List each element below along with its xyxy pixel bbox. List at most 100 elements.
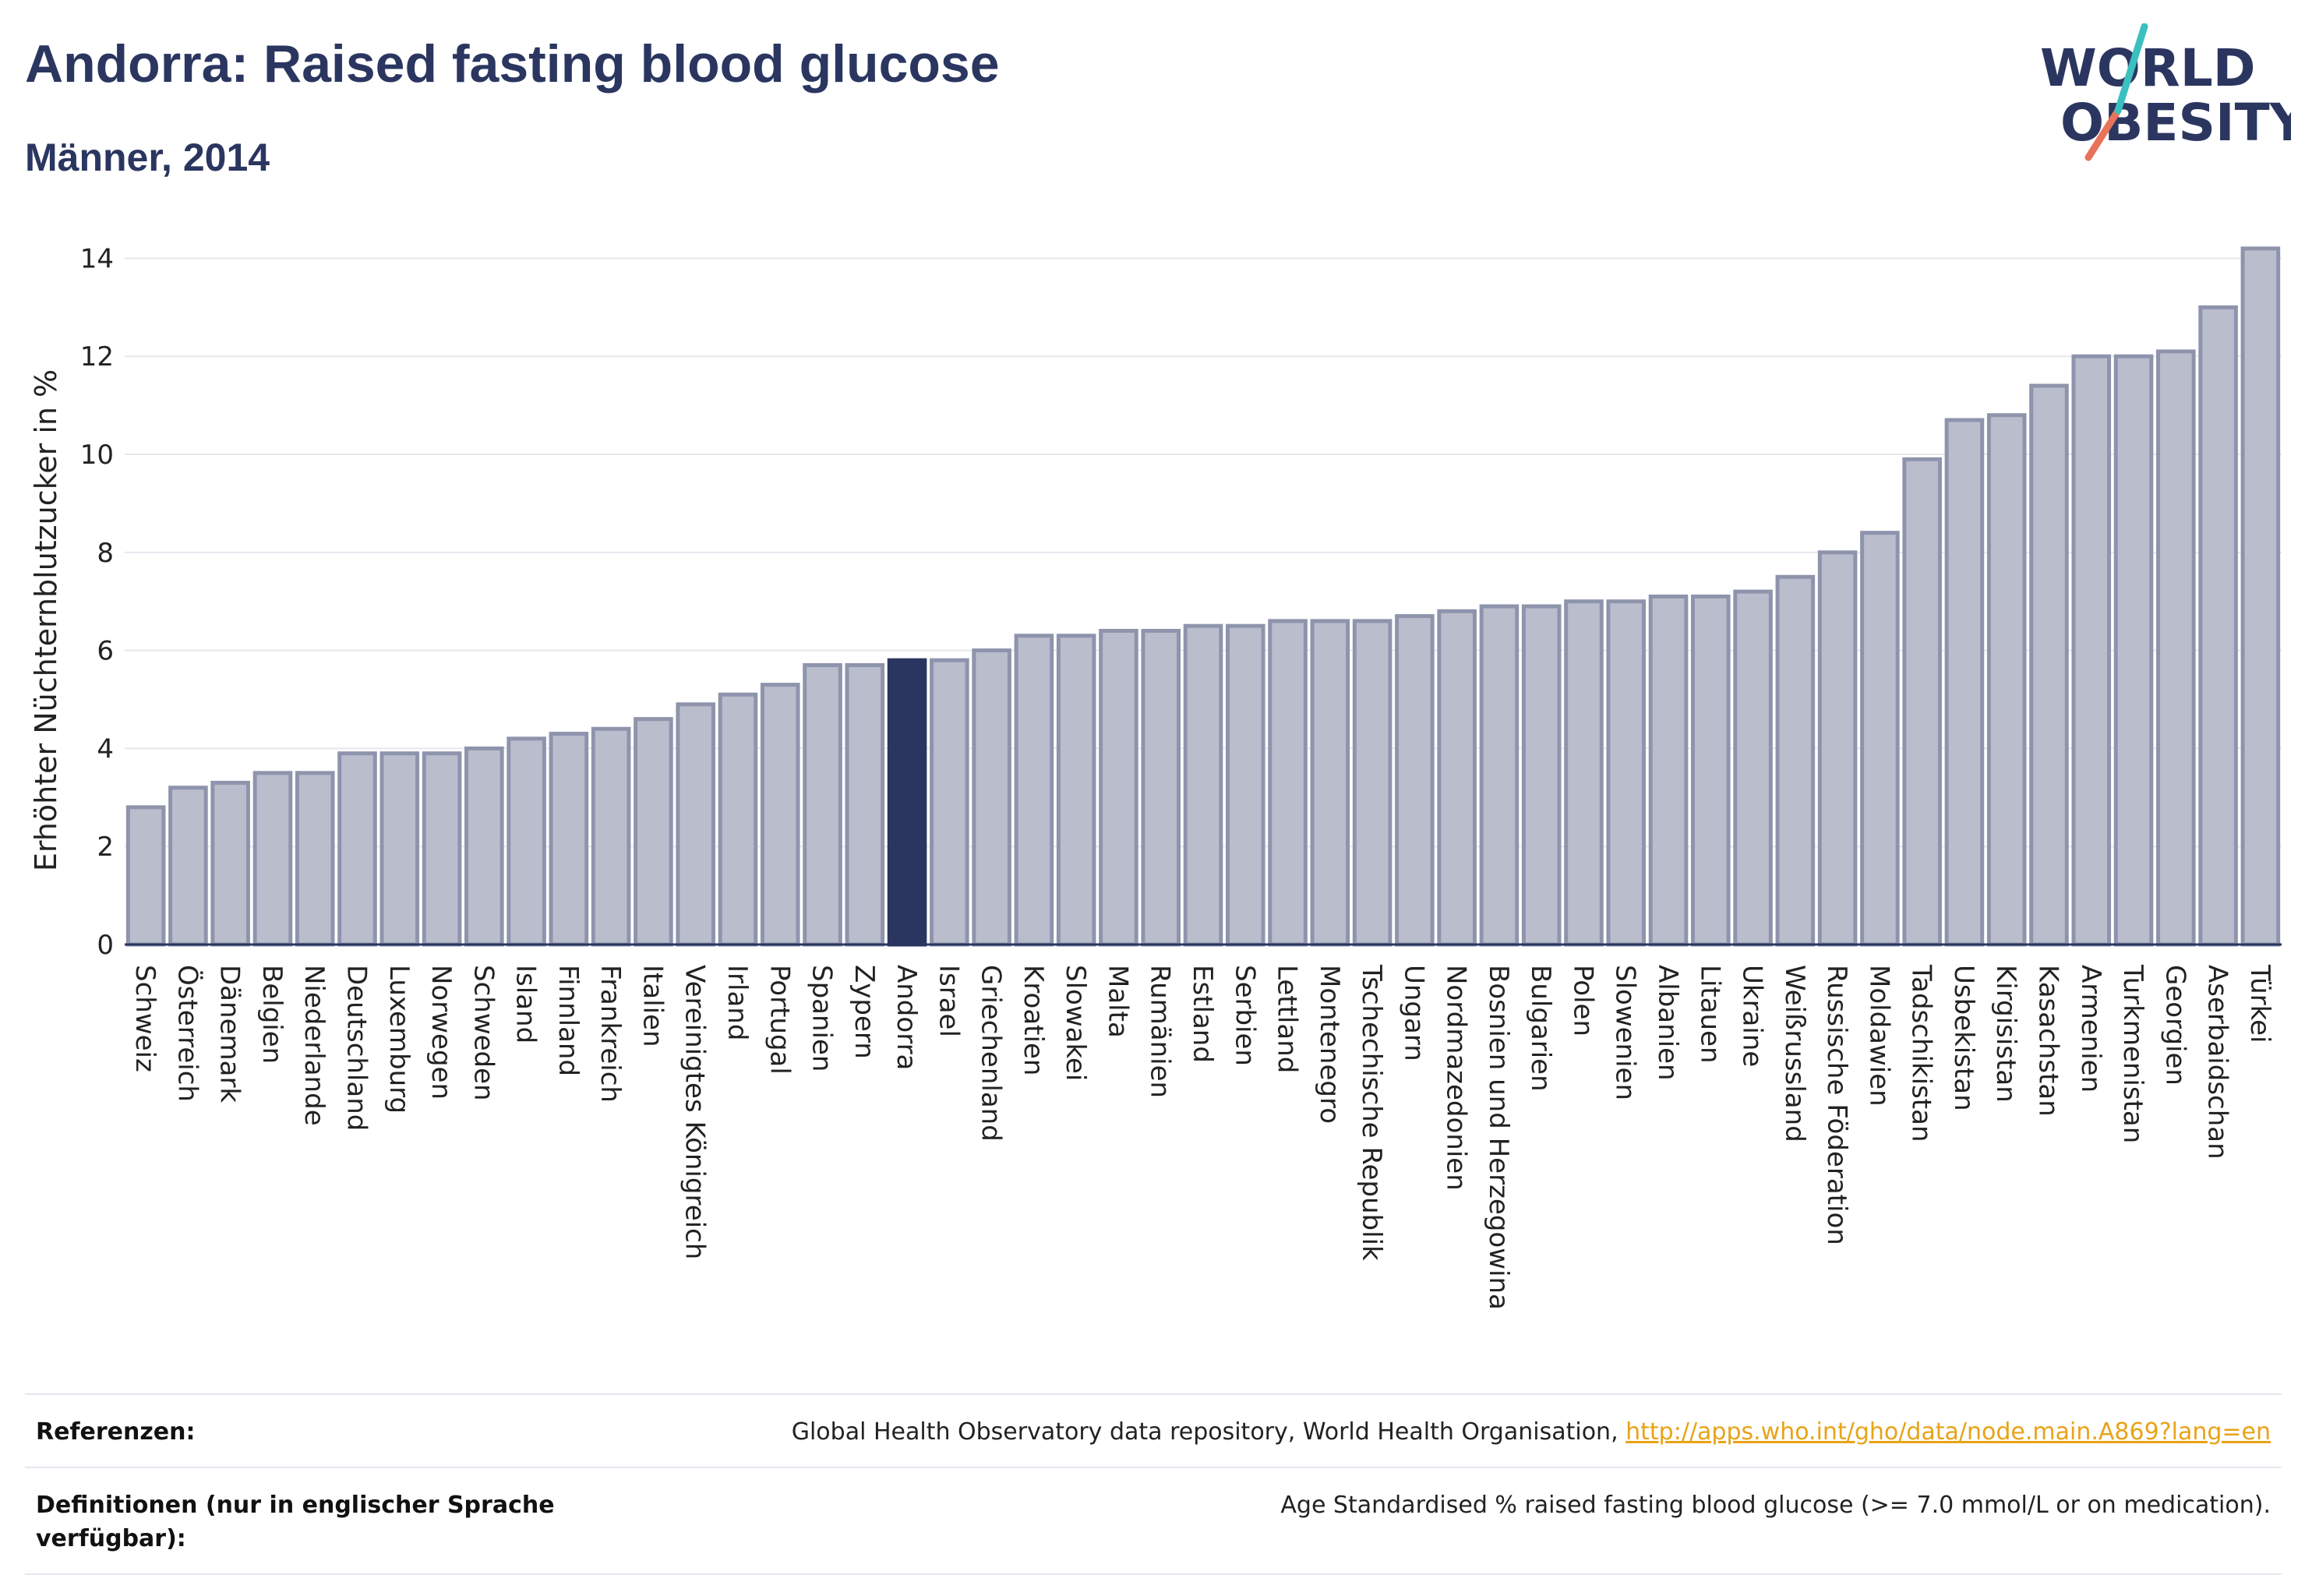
- bar: [591, 726, 631, 947]
- bar: [337, 751, 377, 947]
- bar-chart: 0 2 4 6 8 10 12 14 Schweiz Österreich Dänemark Bel…: [29, 243, 2282, 1310]
- x-category-label: Ukraine: [1737, 965, 1768, 1067]
- bar: [1479, 604, 1520, 947]
- bar: [1395, 614, 1435, 947]
- x-category-label: Malta: [1102, 965, 1133, 1038]
- x-category-label: Schweiz: [129, 965, 161, 1072]
- bar: [1944, 418, 1985, 947]
- x-category-label: Kasachstan: [2032, 965, 2063, 1117]
- bar: [379, 751, 420, 947]
- bar: [168, 786, 208, 947]
- x-category-label: Griechenland: [976, 965, 1007, 1142]
- bar: [1860, 531, 1900, 947]
- x-category-label: Belgien: [256, 965, 288, 1064]
- y-tick-label: 8: [97, 538, 114, 569]
- y-tick-label: 10: [80, 440, 114, 471]
- bar: [1986, 413, 2027, 947]
- bar: [1902, 457, 1942, 947]
- x-category-label: Lettland: [1272, 965, 1303, 1073]
- x-category-label: Schweden: [468, 965, 499, 1101]
- bar: [1099, 628, 1138, 947]
- y-tick-label: 0: [97, 930, 114, 961]
- bar: [125, 805, 166, 947]
- x-category-label: Island: [510, 965, 542, 1043]
- x-category-label: Albanien: [1652, 965, 1683, 1081]
- bar: [1056, 634, 1096, 947]
- bar: [1310, 619, 1350, 947]
- x-category-label: Luxemburg: [383, 965, 415, 1114]
- x-category-label: Georgien: [2159, 965, 2190, 1086]
- x-category-label: Israel: [933, 965, 964, 1037]
- y-axis-title: Erhöhter Nüchternblutzucker in %: [29, 369, 63, 871]
- bar: [972, 648, 1011, 947]
- bar: [295, 771, 335, 947]
- y-tick-label: 6: [97, 636, 114, 667]
- chart-title: Andorra: Raised fasting blood glucose: [25, 34, 1000, 94]
- x-category-label: Moldawien: [1863, 965, 1894, 1107]
- y-axis-ticks: 0 2 4 6 8 10 12 14: [80, 243, 114, 961]
- y-tick-label: 2: [97, 832, 114, 863]
- bar: [930, 658, 969, 947]
- x-category-label: Ungarn: [1398, 965, 1429, 1061]
- x-category-label: Weißrussland: [1779, 965, 1810, 1142]
- x-category-label: Armenien: [2075, 965, 2106, 1093]
- logo-line1: WORLD: [2040, 38, 2256, 98]
- x-category-label: Niederlande: [298, 965, 330, 1126]
- x-category-label: Tadschikistan: [1906, 964, 1937, 1142]
- bar: [1268, 619, 1308, 947]
- x-category-label: Vereinigtes Königreich: [679, 965, 711, 1259]
- x-category-label: Litauen: [1694, 965, 1725, 1064]
- bar: [1141, 628, 1181, 947]
- x-category-label: Estland: [1187, 965, 1218, 1063]
- x-category-label: Türkei: [2244, 964, 2275, 1043]
- x-category-label: Polen: [1567, 965, 1598, 1036]
- x-category-label: Usbekistan: [1948, 965, 1979, 1111]
- x-category-label: Frankreich: [595, 965, 626, 1103]
- x-category-label: Aserbaidschan: [2202, 965, 2233, 1160]
- bar: [1225, 623, 1265, 947]
- references-label: Referenzen:: [36, 1418, 196, 1446]
- bar: [803, 662, 842, 947]
- references-row: Referenzen: Global Health Observatory da…: [25, 1395, 2282, 1468]
- x-category-label: Österreich: [171, 965, 203, 1102]
- bar: [422, 751, 462, 947]
- x-category-label: Rumänien: [1145, 965, 1176, 1098]
- x-category-label: Andorra: [891, 965, 922, 1070]
- references-link[interactable]: http://apps.who.int/gho/data/node.main.A…: [1626, 1418, 2271, 1446]
- bar: [1606, 599, 1647, 947]
- references-value: Global Health Observatory data repositor…: [792, 1415, 2271, 1449]
- bar: [1648, 594, 1689, 947]
- bar: [1775, 574, 1816, 947]
- bar: [507, 736, 546, 947]
- bar: [2113, 354, 2154, 947]
- x-category-label: Russische Föderation: [1821, 965, 1852, 1245]
- bar: [1183, 623, 1223, 947]
- world-obesity-logo: WORLD OBESITY: [2040, 23, 2291, 161]
- bar: [1014, 634, 1054, 947]
- logo-slash-upper: [2114, 23, 2148, 115]
- bar: [2156, 349, 2196, 947]
- bar-highlight: [887, 658, 927, 947]
- x-category-label: Spanien: [807, 965, 838, 1072]
- x-category-label: Slowenien: [1610, 965, 1641, 1100]
- x-category-label: Kroatien: [1018, 965, 1049, 1075]
- bar: [1437, 609, 1477, 947]
- x-category-label: Nordmazedonien: [1441, 965, 1472, 1191]
- bar: [1817, 550, 1858, 947]
- bars: [125, 246, 2281, 947]
- bar: [2029, 383, 2069, 947]
- bar: [2240, 246, 2281, 947]
- definitions-label: Definitionen (nur in englischer Sprache …: [36, 1491, 555, 1553]
- x-category-label: Irland: [722, 965, 753, 1040]
- bar: [676, 702, 716, 947]
- bar: [210, 780, 250, 947]
- bar: [1564, 599, 1604, 947]
- bar: [2198, 305, 2238, 947]
- x-category-label: Tschechische Republik: [1356, 964, 1387, 1261]
- logo-slash-lower: [2084, 107, 2122, 161]
- x-axis-labels: Schweiz Österreich Dänemark Belgien Niederla…: [129, 964, 2275, 1310]
- bar: [1690, 594, 1731, 947]
- x-category-label: Deutschland: [341, 965, 372, 1131]
- bar: [1521, 604, 1562, 947]
- references-table: Referenzen: Global Health Observatory da…: [25, 1393, 2282, 1575]
